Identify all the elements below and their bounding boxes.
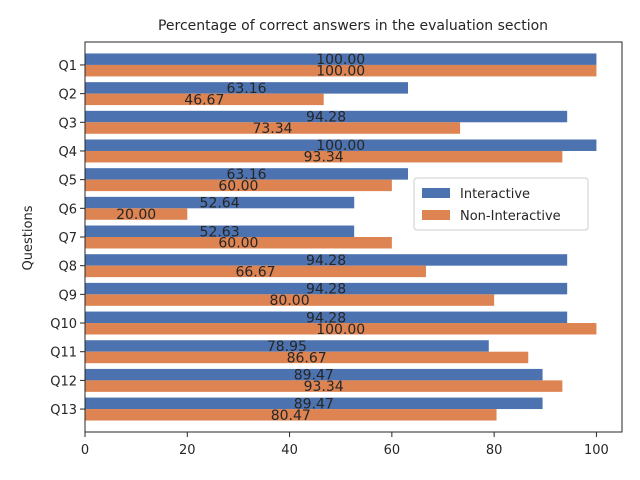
x-tick-label: 20 bbox=[179, 443, 196, 458]
x-tick-label: 80 bbox=[486, 443, 503, 458]
bar-interactive bbox=[85, 282, 568, 295]
x-tick-label: 40 bbox=[281, 443, 298, 458]
bar-value-label: 100.00 bbox=[316, 64, 365, 80]
bar-value-label: 52.64 bbox=[200, 196, 240, 212]
bar-value-label: 93.34 bbox=[304, 379, 344, 395]
bar-interactive bbox=[85, 311, 568, 324]
bar-value-label: 80.00 bbox=[270, 293, 310, 309]
x-tick-label: 0 bbox=[81, 443, 89, 458]
bar-value-label: 80.47 bbox=[271, 408, 311, 424]
bar-value-label: 73.34 bbox=[252, 121, 292, 137]
bar-interactive bbox=[85, 368, 543, 381]
bar-value-label: 86.67 bbox=[287, 350, 327, 366]
bar-value-label: 100.00 bbox=[316, 52, 365, 68]
bar-value-label: 52.63 bbox=[200, 224, 240, 240]
bar-interactive bbox=[85, 53, 597, 65]
bar-interactive bbox=[85, 82, 409, 94]
plot-frame bbox=[84, 41, 623, 433]
bar-value-label: 94.28 bbox=[306, 253, 346, 269]
y-tick-label: Q9 bbox=[58, 288, 77, 303]
y-tick-label: Q10 bbox=[50, 317, 77, 332]
bar-non-interactive bbox=[85, 179, 392, 192]
legend-entry[interactable]: Interactive bbox=[460, 187, 530, 202]
y-tick-label: Q3 bbox=[58, 116, 77, 131]
y-tick-label: Q2 bbox=[58, 88, 77, 103]
bar-value-label: 89.47 bbox=[294, 396, 334, 412]
bar-value-label: 46.67 bbox=[184, 92, 224, 108]
legend[interactable]: Interactive Non-Interactive bbox=[413, 177, 589, 231]
bar-interactive bbox=[85, 168, 409, 180]
bar-value-label: 63.16 bbox=[226, 167, 266, 183]
y-tick-label: Q4 bbox=[58, 145, 77, 160]
bar-value-label: 94.28 bbox=[306, 110, 346, 126]
legend-entry[interactable]: Non-Interactive bbox=[460, 209, 561, 224]
bar-value-label: 63.16 bbox=[226, 81, 266, 97]
bar-value-label: 60.00 bbox=[218, 178, 258, 194]
legend-frame bbox=[413, 177, 589, 231]
y-tick-label: Q7 bbox=[58, 231, 77, 246]
y-tick-label: Q13 bbox=[50, 403, 77, 418]
legend-swatch bbox=[422, 188, 450, 198]
bar-non-interactive bbox=[85, 93, 324, 106]
y-tick-label: Q12 bbox=[50, 374, 77, 389]
bar-value-label: 66.67 bbox=[235, 264, 275, 280]
bar-value-label: 89.47 bbox=[294, 368, 334, 384]
x-tick-label: 60 bbox=[384, 443, 401, 458]
bar-value-label: 20.00 bbox=[116, 207, 156, 223]
y-tick-label: Q1 bbox=[58, 59, 77, 74]
bar-value-label: 93.34 bbox=[304, 150, 344, 166]
bar-value-label: 60.00 bbox=[218, 236, 258, 252]
y-tick-label: Q6 bbox=[58, 202, 77, 217]
y-tick-label: Q11 bbox=[50, 346, 77, 361]
bar-non-interactive bbox=[85, 323, 597, 335]
bar-non-interactive bbox=[85, 237, 392, 249]
y-axis-label: Questions bbox=[21, 205, 36, 270]
bar-non-interactive bbox=[85, 150, 563, 163]
bar-value-label: 94.28 bbox=[306, 282, 346, 298]
bar-non-interactive bbox=[85, 122, 461, 134]
bar-non-interactive bbox=[85, 208, 188, 220]
bar-interactive bbox=[85, 340, 489, 352]
bar-non-interactive bbox=[85, 351, 529, 364]
bar-interactive bbox=[85, 397, 543, 410]
bar-interactive bbox=[85, 110, 568, 123]
bar-interactive bbox=[85, 254, 568, 266]
y-tick-label: Q8 bbox=[58, 260, 77, 275]
bar-non-interactive bbox=[85, 294, 495, 306]
x-tick-label: 100 bbox=[584, 443, 609, 458]
bar-non-interactive bbox=[85, 265, 426, 278]
bar-interactive bbox=[85, 139, 597, 151]
bar-value-label: 94.28 bbox=[306, 310, 346, 326]
bar-non-interactive bbox=[85, 380, 563, 392]
bar-value-label: 78.95 bbox=[267, 339, 307, 355]
y-tick-label: Q5 bbox=[58, 174, 77, 189]
bar-non-interactive bbox=[85, 409, 497, 421]
bar-value-label: 100.00 bbox=[316, 138, 365, 154]
bar-value-label: 100.00 bbox=[316, 322, 365, 338]
legend-swatch bbox=[422, 210, 450, 220]
bar-interactive bbox=[85, 196, 355, 209]
bar-interactive bbox=[85, 225, 355, 237]
chart-title: Percentage of correct answers in the eva… bbox=[158, 18, 548, 34]
bar-non-interactive bbox=[85, 64, 597, 77]
